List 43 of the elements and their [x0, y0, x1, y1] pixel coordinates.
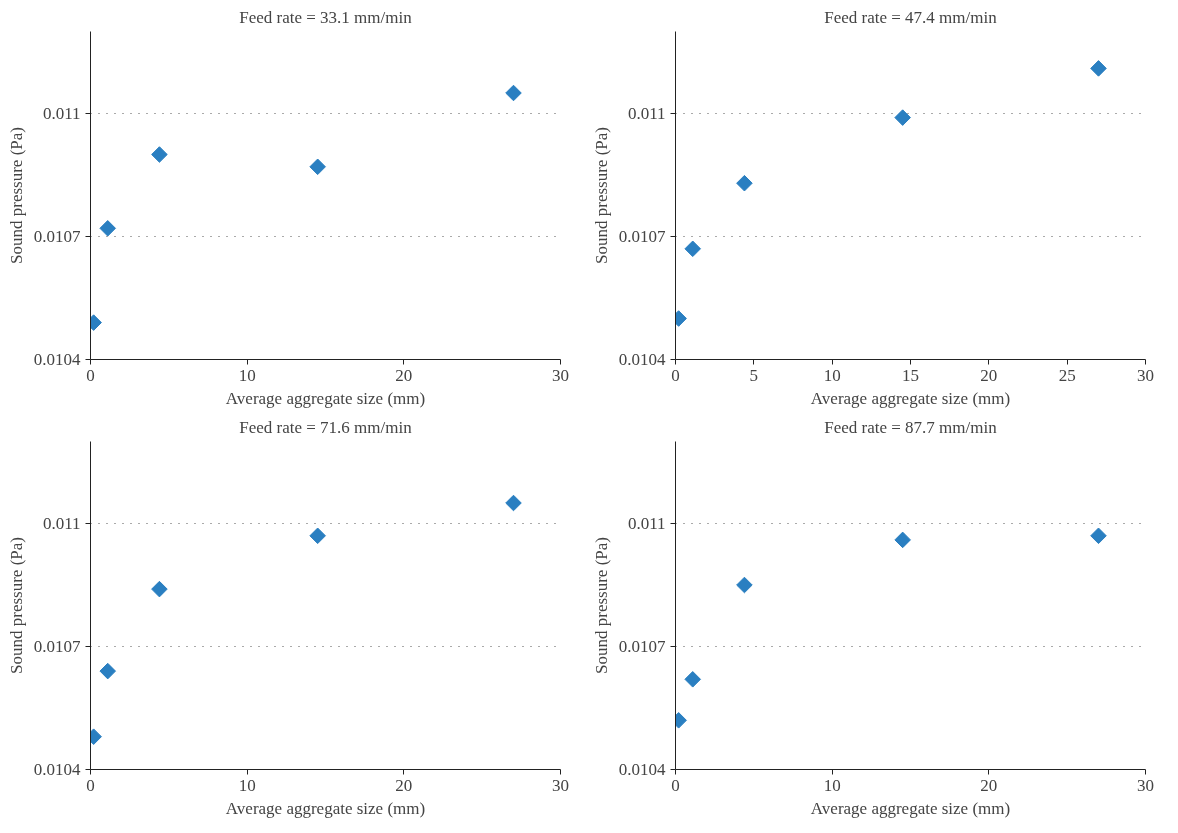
chart-title: Feed rate = 71.6 mm/min	[239, 417, 413, 437]
y-tick-label: 0.0104	[33, 760, 81, 779]
x-tick-label: 25	[1058, 365, 1076, 385]
x-axis-title: Average aggregate size (mm)	[810, 388, 1011, 408]
y-tick-label: 0.0107	[618, 637, 666, 656]
x-tick-label: 5	[749, 365, 759, 385]
y-axis-title: Sound pressure (Pa)	[591, 127, 611, 264]
x-tick-label: 0	[671, 365, 680, 385]
y-axis-title: Sound pressure (Pa)	[591, 537, 611, 674]
y-tick-label: 0.011	[42, 104, 81, 123]
y-axis-title: Sound pressure (Pa)	[6, 127, 26, 264]
y-tick-label: 0.0104	[618, 760, 666, 779]
y-tick-label: 0.0104	[618, 350, 666, 369]
y-tick-label: 0.0107	[33, 637, 81, 656]
x-tick-label: 10	[238, 365, 256, 385]
chart-title: Feed rate = 33.1 mm/min	[239, 7, 413, 27]
x-tick-label: 10	[823, 775, 841, 795]
x-tick-label: 20	[980, 775, 998, 795]
x-tick-label: 15	[902, 365, 919, 385]
x-tick-label: 20	[980, 365, 998, 385]
x-axis-title: Average aggregate size (mm)	[225, 798, 426, 818]
chart-title: Feed rate = 87.7 mm/min	[824, 417, 998, 437]
x-axis-title: Average aggregate size (mm)	[810, 798, 1011, 818]
x-tick-label: 20	[395, 775, 413, 795]
x-tick-label: 10	[238, 775, 256, 795]
x-axis-title: Average aggregate size (mm)	[225, 388, 426, 408]
y-tick-label: 0.011	[627, 104, 666, 123]
x-tick-label: 10	[823, 365, 841, 385]
y-tick-label: 0.011	[627, 514, 666, 533]
x-tick-label: 0	[86, 775, 95, 795]
x-tick-label: 30	[552, 775, 569, 795]
y-tick-label: 0.0107	[33, 227, 81, 246]
x-tick-label: 0	[671, 775, 680, 795]
y-tick-label: 0.011	[42, 514, 81, 533]
y-tick-label: 0.0104	[33, 350, 81, 369]
y-axis-title: Sound pressure (Pa)	[6, 537, 26, 674]
x-tick-label: 0	[86, 365, 95, 385]
x-tick-label: 20	[395, 365, 413, 385]
y-tick-label: 0.0107	[618, 227, 666, 246]
x-tick-label: 30	[1137, 365, 1154, 385]
x-tick-label: 30	[1137, 775, 1154, 795]
x-tick-label: 30	[552, 365, 569, 385]
chart-title: Feed rate = 47.4 mm/min	[824, 7, 998, 27]
